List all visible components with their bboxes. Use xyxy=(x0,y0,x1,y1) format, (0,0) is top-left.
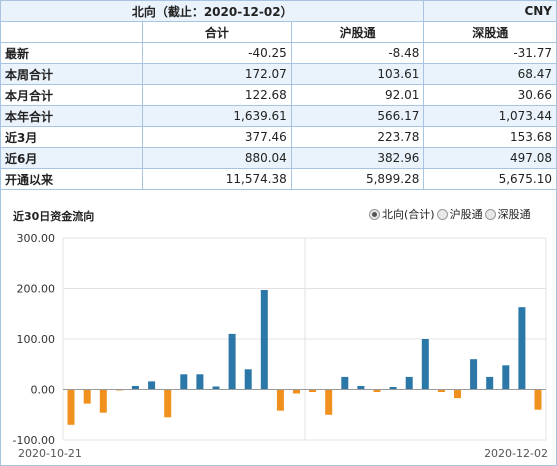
legend-label: 深股通 xyxy=(497,208,531,221)
chart-bar xyxy=(454,389,461,399)
chart-bar xyxy=(437,389,445,392)
cell-shenzhen: 68.47 xyxy=(423,63,557,85)
row-label: 开通以来 xyxy=(0,168,143,190)
x-tick-label-end: 2020-12-02 xyxy=(484,447,548,460)
y-tick-label: 100.00 xyxy=(17,333,56,346)
cell-shenzhen: 497.08 xyxy=(423,147,557,169)
cell-shanghai: 382.96 xyxy=(290,147,425,169)
table-row: 本月合计 122.68 92.01 30.66 xyxy=(0,84,557,106)
table-row: 本年合计 1,639.61 566.17 1,073.44 xyxy=(0,105,557,127)
chart-bar xyxy=(67,389,75,425)
chart-bar xyxy=(164,389,172,418)
chart-bar xyxy=(502,365,510,390)
chart-bar xyxy=(260,290,268,390)
chart-bar xyxy=(534,389,542,410)
chart-bar xyxy=(373,389,381,392)
table-row: 近3月 377.46 223.78 153.68 xyxy=(0,126,557,148)
table-header-row: 合计 沪股通 深股通 xyxy=(0,21,557,43)
column-header-shenzhen: 深股通 xyxy=(423,21,557,43)
chart-bar xyxy=(83,389,91,404)
chart-bar xyxy=(325,389,333,415)
cell-total: -40.25 xyxy=(142,42,292,64)
legend-label: 北向(合计) xyxy=(382,208,435,221)
cell-shanghai: 566.17 xyxy=(290,105,425,127)
chart-bar xyxy=(357,386,365,390)
chart-bar xyxy=(309,389,317,392)
cell-shanghai: 92.01 xyxy=(290,84,425,106)
legend-option-total[interactable]: 北向(合计) xyxy=(369,206,435,222)
chart-bar xyxy=(518,307,526,390)
cell-total: 122.68 xyxy=(142,84,292,106)
chart-bar xyxy=(341,376,349,390)
chart-title: 近30日资金流向 xyxy=(13,210,95,223)
chart-bar xyxy=(293,389,300,394)
table-title: 北向（截止：2020-12-02） xyxy=(0,0,425,22)
legend-option-shenzhen[interactable]: 深股通 xyxy=(484,206,531,222)
cell-total: 1,639.61 xyxy=(142,105,292,127)
cell-total: 172.07 xyxy=(142,63,292,85)
legend-option-shanghai[interactable]: 沪股通 xyxy=(436,206,483,222)
column-header-total: 合计 xyxy=(142,21,292,43)
chart-bar xyxy=(421,339,429,390)
chart-bar xyxy=(180,374,188,390)
northbound-table: 北向（截止：2020-12-02） CNY 合计 沪股通 深股通 最新 -40.… xyxy=(0,0,557,190)
column-header-shanghai: 沪股通 xyxy=(290,21,425,43)
header-blank xyxy=(0,21,143,43)
cell-shenzhen: -31.77 xyxy=(423,42,557,64)
table-row: 近6月 880.04 382.96 497.08 xyxy=(0,147,557,169)
cell-shenzhen: 1,073.44 xyxy=(423,105,557,127)
y-tick-label: 0.00 xyxy=(31,384,56,397)
table-row: 最新 -40.25 -8.48 -31.77 xyxy=(0,42,557,64)
row-label: 近3月 xyxy=(0,126,143,148)
cell-shenzhen: 30.66 xyxy=(423,84,557,106)
cell-shenzhen: 153.68 xyxy=(423,126,557,148)
cell-shanghai: -8.48 xyxy=(290,42,425,64)
cell-shenzhen: 5,675.10 xyxy=(423,168,557,190)
chart-bar xyxy=(228,333,236,390)
table-row: 本周合计 172.07 103.61 68.47 xyxy=(0,63,557,85)
cell-total: 880.04 xyxy=(142,147,292,169)
series-selector: 北向(合计) 沪股通 深股通 xyxy=(369,206,531,222)
currency-unit: CNY xyxy=(423,0,557,22)
cell-shanghai: 5,899.28 xyxy=(290,168,425,190)
chart-bar xyxy=(389,387,397,390)
y-tick-label: 200.00 xyxy=(17,283,56,296)
y-tick-label: -100.00 xyxy=(13,434,55,447)
chart-bar xyxy=(470,359,478,390)
cell-total: 377.46 xyxy=(142,126,292,148)
radio-icon[interactable] xyxy=(436,208,448,220)
chart-bar xyxy=(244,369,252,390)
radio-icon[interactable] xyxy=(484,208,496,220)
row-label: 最新 xyxy=(0,42,143,64)
row-label: 本年合计 xyxy=(0,105,143,127)
chart-bar xyxy=(405,376,413,390)
chart-bar xyxy=(486,376,494,390)
cell-shanghai: 103.61 xyxy=(290,63,425,85)
chart-bar xyxy=(196,374,204,390)
chart-bar xyxy=(212,386,220,390)
cell-shanghai: 223.78 xyxy=(290,126,425,148)
table-title-row: 北向（截止：2020-12-02） CNY xyxy=(0,0,557,22)
row-label: 本月合计 xyxy=(0,84,143,106)
chart-bar xyxy=(148,381,156,390)
radio-selected-icon[interactable] xyxy=(369,208,380,220)
chart-bar xyxy=(99,389,107,413)
table-row: 开通以来 11,574.38 5,899.28 5,675.10 xyxy=(0,168,557,190)
legend-label: 沪股通 xyxy=(449,208,483,221)
row-label: 近6月 xyxy=(0,147,143,169)
row-label: 本周合计 xyxy=(0,63,143,85)
cell-total: 11,574.38 xyxy=(142,168,292,190)
x-tick-label-start: 2020-10-21 xyxy=(18,447,82,460)
chart-bar xyxy=(276,389,284,411)
chart-bar xyxy=(131,386,139,390)
y-tick-label: 300.00 xyxy=(17,232,56,245)
